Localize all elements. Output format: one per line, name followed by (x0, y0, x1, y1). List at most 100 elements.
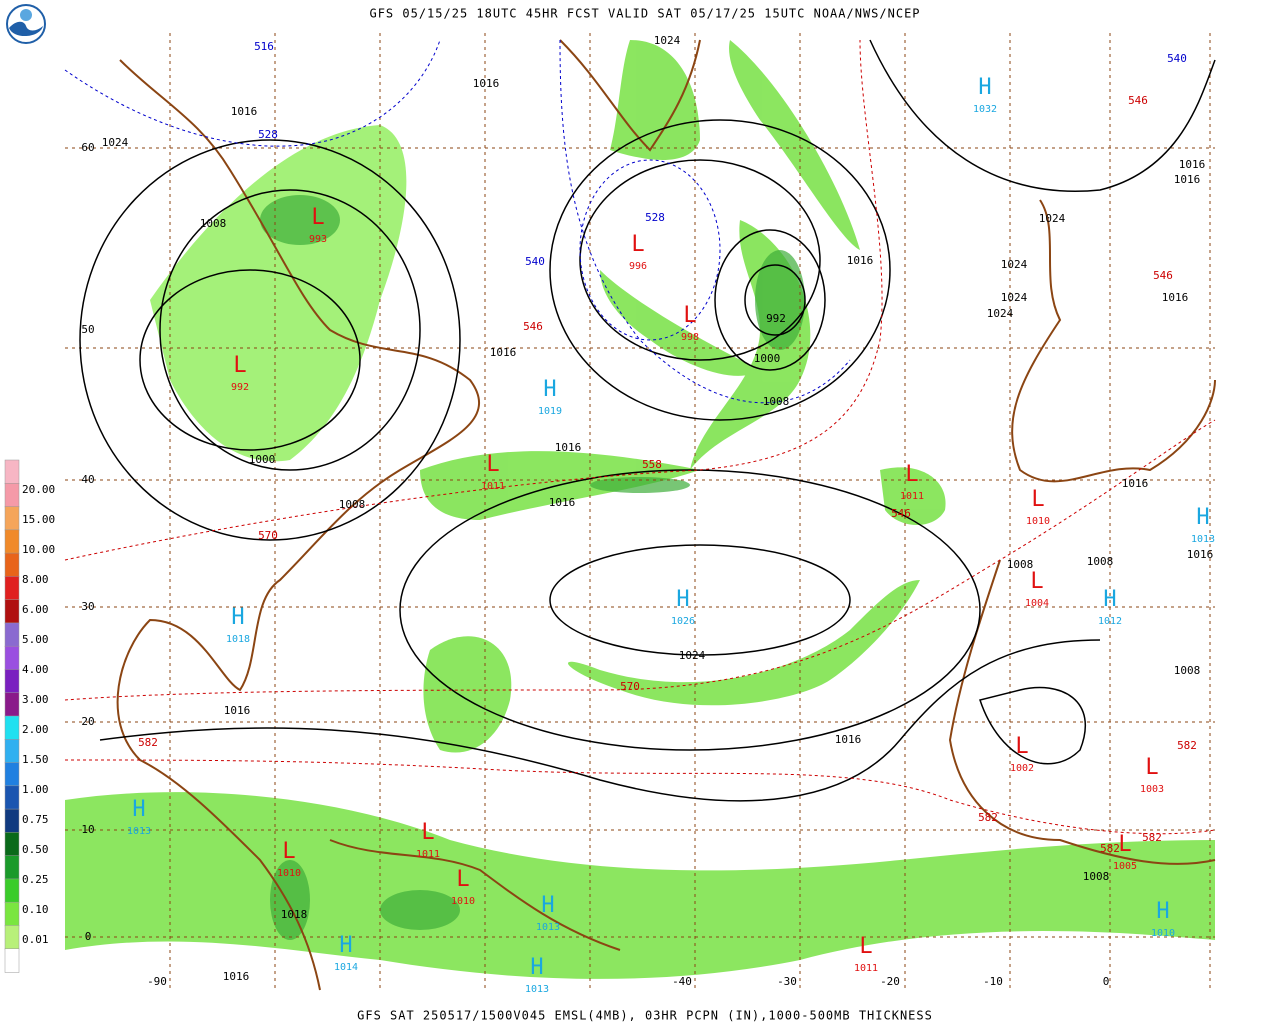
thickness-label: 582 (138, 736, 158, 749)
pressure-center-symbol: H (1103, 587, 1116, 612)
pressure-center-value: 1013 (127, 826, 151, 837)
legend-swatch (4, 739, 20, 764)
legend-label: 6.00 (22, 603, 49, 616)
pressure-center-value: 1011 (416, 849, 440, 860)
isobar-label: 1016 (231, 105, 258, 118)
precipitation-heavy (260, 195, 805, 940)
legend-swatch (4, 692, 20, 717)
isobar-label: 1016 (1174, 173, 1201, 186)
isobar-label: 1024 (1001, 258, 1028, 271)
pressure-center-value: 1026 (671, 616, 695, 627)
isobar-label: 1008 (763, 395, 790, 408)
pressure-center-symbol: L (1030, 569, 1043, 594)
isobar-label: 1016 (549, 496, 576, 509)
isobar-label: 1024 (679, 649, 706, 662)
legend-label: 5.00 (22, 633, 49, 646)
longitude-label: -40 (672, 975, 692, 988)
pressure-center-value: 1010 (277, 868, 301, 879)
pressure-center-symbol: H (1196, 505, 1209, 530)
isobar-label: 1016 (1162, 291, 1189, 304)
pressure-center-symbol: H (676, 587, 689, 612)
pressure-center-symbol: L (1031, 487, 1044, 512)
longitude-label: 0 (1103, 975, 1110, 988)
pressure-center-value: 1014 (334, 962, 358, 973)
thickness-label: 546 (523, 320, 543, 333)
longitude-label: -30 (777, 975, 797, 988)
pressure-center-value: 1005 (1113, 861, 1137, 872)
longitude-label: -20 (880, 975, 900, 988)
isobar-label: 1008 (1087, 555, 1114, 568)
pressure-center-symbol: L (683, 303, 696, 328)
legend-swatch (4, 552, 20, 578)
thickness-label: 582 (1100, 842, 1120, 855)
thickness-label: 528 (645, 211, 665, 224)
pressure-center-value: 1010 (451, 896, 475, 907)
isobar-label: 1008 (1083, 870, 1110, 883)
pressure-center-value: 1002 (1010, 763, 1034, 774)
legend-swatch (4, 878, 20, 903)
legend-label: 0.25 (22, 873, 49, 886)
pressure-center-value: 992 (231, 382, 249, 393)
isobar-label: 1008 (339, 498, 366, 511)
isobar-label: 1016 (835, 733, 862, 746)
latitude-label: 50 (81, 323, 94, 336)
pressure-center-value: 1018 (226, 634, 250, 645)
longitude-label: -90 (147, 975, 167, 988)
pressure-center-symbol: H (231, 605, 244, 630)
isobar-label: 1016 (224, 704, 251, 717)
pressure-center-value: 998 (681, 332, 699, 343)
isobar-label: 1016 (490, 346, 517, 359)
pressure-center-symbol: L (233, 353, 246, 378)
pressure-center-symbol: L (486, 452, 499, 477)
legend-label: 3.00 (22, 693, 49, 706)
isobar-label: 1018 (281, 908, 308, 921)
thickness-label: 570 (620, 680, 640, 693)
legend-label: 10.00 (22, 543, 55, 556)
longitude-label: -10 (983, 975, 1003, 988)
legend-swatch (4, 669, 20, 694)
latitude-label: 0 (85, 930, 92, 943)
isobar-label: 1016 (555, 441, 582, 454)
pressure-center-value: 1011 (854, 963, 878, 974)
pressure-center-symbol: L (631, 232, 644, 257)
noaa-logo (6, 4, 46, 44)
thickness-label: 528 (258, 128, 278, 141)
latitude-label: 40 (81, 473, 94, 486)
pressure-center-symbol: L (1015, 734, 1028, 759)
legend-swatch (4, 901, 20, 927)
isobar-label: 1008 (1174, 664, 1201, 677)
legend-swatch (4, 599, 20, 624)
legend-swatch (4, 576, 20, 601)
pressure-center-value: 993 (309, 234, 327, 245)
pressure-center-symbol: L (1145, 755, 1158, 780)
pressure-center-value: 1010 (1151, 928, 1175, 939)
map-title: GFS 05/15/25 18UTC 45HR FCST VALID SAT 0… (369, 7, 920, 21)
pressure-center-symbol: L (1118, 832, 1131, 857)
legend: 20.00 15.00 10.00 8.00 6.00 5.00 4.00 3.00 2.00 1… (4, 459, 55, 973)
pressure-center-symbol: H (543, 377, 556, 402)
legend-swatch (4, 785, 20, 810)
pressure-center-symbol: L (282, 839, 295, 864)
pressure-center-value: 1013 (536, 922, 560, 933)
isobar-label: 1016 (1122, 477, 1149, 490)
thickness-label: 582 (1177, 739, 1197, 752)
legend-swatch (4, 459, 20, 485)
isobar-label: 992 (766, 312, 786, 325)
pressure-center-value: 1019 (538, 406, 562, 417)
isobar-label: 1016 (1187, 548, 1214, 561)
pressure-center-value: 1011 (481, 481, 505, 492)
thickness-label: 540 (525, 255, 545, 268)
thickness-lines-blue (64, 39, 851, 404)
legend-label: 15.00 (22, 513, 55, 526)
pressure-center-symbol: L (421, 820, 434, 845)
legend-label: 20.00 (22, 483, 55, 496)
legend-label: 0.10 (22, 903, 49, 916)
isobar-label: 1024 (1039, 212, 1066, 225)
pressure-center-value: 996 (629, 261, 647, 272)
legend-swatch (4, 483, 20, 508)
thickness-label: 516 (254, 40, 274, 53)
legend-swatch (4, 855, 20, 880)
legend-swatch (4, 529, 20, 554)
legend-label: 0.75 (22, 813, 49, 826)
